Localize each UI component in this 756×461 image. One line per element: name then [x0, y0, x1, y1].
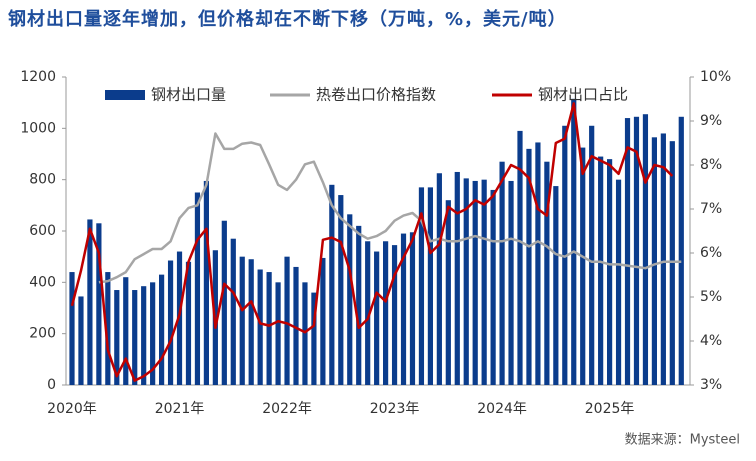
x-tick-label: 2023年	[370, 401, 420, 417]
bar	[481, 179, 487, 385]
bar	[571, 98, 577, 386]
bar	[463, 178, 469, 385]
bar	[383, 241, 389, 385]
bar	[293, 266, 299, 385]
y2-tick-label: 10%	[700, 69, 731, 85]
legend-swatch	[105, 90, 145, 100]
bar	[221, 220, 227, 385]
bar	[132, 290, 138, 385]
x-tick-label: 2025年	[585, 401, 635, 417]
bar	[311, 292, 317, 385]
line	[98, 132, 682, 284]
bar	[105, 272, 111, 385]
bar	[230, 238, 236, 385]
bar	[499, 161, 505, 385]
y-tick-label: 0	[47, 377, 56, 393]
y-tick-label: 800	[29, 172, 56, 188]
bar	[580, 147, 586, 385]
bar	[194, 192, 201, 385]
bar	[141, 286, 147, 385]
y-tick-label: 400	[29, 274, 56, 290]
bar	[284, 256, 290, 385]
bar	[150, 282, 156, 385]
legend-label: 热卷出口价格指数	[316, 86, 436, 104]
bar	[167, 260, 174, 385]
y2-tick-label: 7%	[700, 201, 722, 217]
bar	[266, 272, 272, 385]
x-tick-label: 2024年	[477, 401, 527, 417]
y-tick-label: 1000	[20, 120, 56, 136]
bar	[472, 180, 478, 385]
x-tick-label: 2022年	[262, 401, 312, 417]
bar	[338, 195, 344, 385]
bar	[427, 187, 433, 385]
y2-tick-label: 8%	[700, 157, 722, 173]
bar	[248, 259, 254, 385]
bar	[302, 282, 308, 385]
y2-tick-label: 4%	[700, 333, 722, 349]
legend-label: 钢材出口占比	[538, 86, 628, 104]
bar	[257, 269, 263, 385]
legend-label: 钢材出口量	[151, 86, 226, 104]
bar	[239, 256, 245, 385]
bar	[624, 118, 631, 386]
bar	[490, 189, 496, 385]
bar	[87, 219, 93, 385]
bar	[203, 180, 209, 385]
bar	[508, 180, 514, 385]
bar	[409, 232, 416, 385]
y2-tick-label: 6%	[700, 245, 722, 261]
bar	[436, 173, 442, 385]
bar	[275, 282, 281, 385]
bar	[96, 223, 102, 385]
bar	[526, 148, 532, 385]
x-tick-label: 2020年	[47, 401, 97, 417]
bar	[445, 200, 451, 385]
y2-tick-label: 3%	[700, 377, 722, 393]
y-tick-label: 200	[29, 326, 56, 342]
bar	[544, 161, 550, 385]
bar	[418, 187, 425, 385]
bar	[454, 171, 460, 385]
bar	[185, 261, 192, 385]
y2-tick-label: 5%	[700, 289, 722, 305]
bar	[678, 116, 684, 386]
bar	[69, 272, 75, 385]
bar	[365, 241, 371, 385]
chart-title: 钢材出口量逐年增加，但价格却在不断下移（万吨，%，美元/吨）	[8, 9, 567, 30]
bar	[535, 142, 541, 385]
bar	[114, 290, 120, 385]
bar	[607, 159, 613, 385]
x-tick-label: 2021年	[155, 401, 205, 417]
bar	[651, 137, 657, 385]
bar	[356, 225, 362, 385]
line	[70, 102, 674, 382]
bar	[589, 125, 595, 386]
bar	[642, 114, 649, 385]
bar	[669, 141, 675, 385]
y-tick-label: 1200	[20, 69, 56, 85]
bar	[660, 133, 666, 385]
bar	[374, 251, 380, 385]
y-tick-label: 600	[29, 223, 56, 239]
bar	[598, 156, 604, 385]
bar	[615, 179, 622, 385]
bar	[517, 130, 523, 385]
bar	[329, 184, 335, 385]
y2-tick-label: 9%	[700, 113, 722, 129]
bar	[78, 296, 84, 385]
bar	[320, 257, 326, 385]
bar	[553, 186, 559, 385]
bar	[347, 214, 353, 385]
source: 数据来源：Mysteel	[625, 433, 740, 448]
bar	[159, 274, 165, 385]
bar	[633, 116, 640, 386]
bar	[400, 233, 407, 385]
bar	[391, 245, 398, 385]
bar	[123, 277, 129, 385]
